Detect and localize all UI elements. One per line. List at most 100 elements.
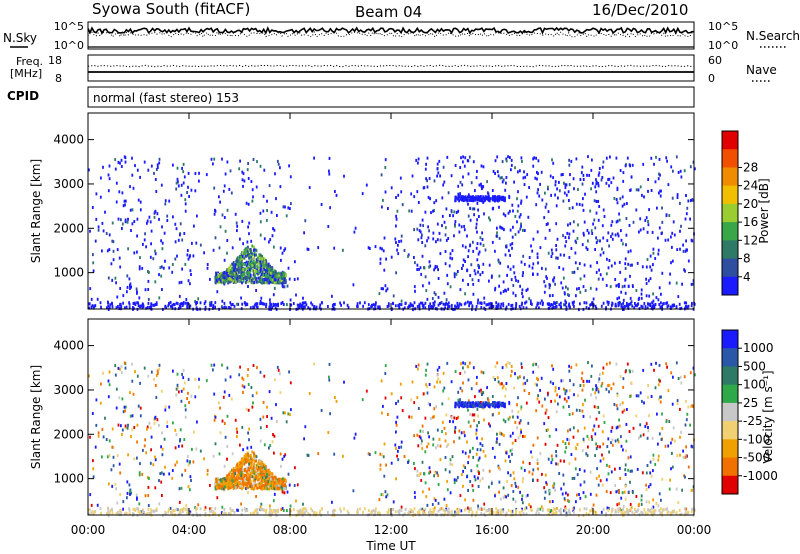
power-cell	[685, 301, 688, 305]
power-cell	[610, 303, 613, 307]
velocity-cell	[527, 421, 530, 425]
power-cell	[196, 214, 198, 218]
power-cell	[124, 220, 127, 224]
power-cell	[571, 206, 574, 210]
power-cell	[486, 180, 488, 184]
velocity-cell	[621, 410, 624, 414]
velocity-cell	[183, 381, 186, 385]
power-cell	[521, 274, 524, 278]
power-cell	[131, 208, 134, 212]
power-cell	[492, 196, 494, 200]
velocity-cell	[254, 470, 257, 474]
velocity-cell	[595, 406, 598, 409]
power-cell	[243, 249, 246, 252]
power-cell	[683, 301, 686, 305]
power-cell	[587, 155, 589, 159]
power-cell	[598, 268, 600, 272]
power-cell	[384, 190, 387, 194]
velocity-cell	[374, 451, 377, 455]
velocity-cell	[234, 418, 237, 422]
power-cell	[433, 201, 436, 205]
velocity-cell	[510, 484, 513, 488]
velocity-cell	[599, 459, 602, 463]
power-cell	[141, 306, 144, 310]
power-cell	[89, 229, 91, 233]
power-cell	[327, 305, 329, 308]
power-cell	[482, 196, 485, 200]
velocity-cell	[513, 477, 516, 481]
power-cell	[541, 198, 544, 202]
velocity-cell	[467, 461, 469, 465]
power-cell	[467, 255, 469, 259]
velocity-cell	[686, 412, 689, 416]
power-cell	[684, 306, 687, 310]
power-cell	[502, 290, 505, 294]
power-cell	[556, 301, 558, 304]
power-cell	[517, 230, 520, 234]
power-cell	[266, 281, 269, 285]
power-cell	[568, 163, 571, 167]
power-cell	[295, 293, 297, 297]
velocity-cell	[155, 396, 158, 399]
velocity-cell	[480, 508, 483, 511]
power-cell	[245, 254, 248, 258]
power-cell	[602, 251, 605, 255]
velocity-cell	[235, 427, 238, 431]
power-cell	[206, 266, 209, 270]
power-cell	[514, 294, 517, 298]
velocity-cell	[266, 474, 268, 478]
power-cell	[432, 301, 435, 305]
power-cell	[522, 271, 524, 275]
velocity-cell	[671, 402, 674, 406]
velocity-cell	[212, 368, 214, 372]
power-cell	[172, 215, 174, 219]
velocity-cell	[130, 435, 132, 438]
power-cell	[118, 256, 121, 260]
velocity-cell	[280, 508, 283, 511]
power-cell	[498, 236, 501, 240]
power-cell	[150, 164, 153, 168]
power-cell	[460, 156, 462, 160]
velocity-cell	[179, 428, 182, 432]
velocity-cell	[107, 395, 110, 399]
power-cell	[514, 275, 517, 279]
power-cell	[387, 302, 390, 306]
power-cell	[214, 281, 217, 285]
power-cell	[284, 281, 287, 285]
power-cell	[222, 189, 225, 193]
power-cell	[578, 287, 580, 290]
power-cell	[158, 296, 161, 300]
velocity-cell	[499, 467, 502, 471]
velocity-cell	[470, 387, 473, 391]
velocity-cell	[667, 389, 670, 393]
velocity-cell	[520, 405, 523, 409]
power-cell	[449, 285, 452, 289]
power-cell	[273, 274, 276, 278]
power-cell	[581, 165, 584, 169]
velocity-cell	[264, 476, 267, 480]
power-cell	[359, 301, 361, 305]
velocity-cell	[498, 442, 501, 446]
velocity-cell	[250, 445, 253, 449]
power-cell	[271, 275, 274, 279]
power-cell	[243, 301, 246, 305]
velocity-cell	[574, 457, 577, 461]
velocity-cell	[116, 501, 119, 505]
power-cell	[574, 251, 577, 255]
velocity-cell	[442, 371, 445, 375]
power-cell	[193, 224, 195, 228]
power-cell	[428, 304, 430, 308]
power-cell	[139, 256, 141, 260]
power-cell	[594, 185, 597, 189]
power-cell	[288, 277, 291, 281]
velocity-cell	[655, 502, 658, 506]
power-cell	[150, 302, 153, 306]
power-cell	[625, 217, 628, 220]
power-cell	[569, 222, 572, 226]
velocity-cell	[622, 377, 625, 381]
power-cell	[544, 191, 546, 195]
velocity-cell	[119, 367, 121, 371]
velocity-cell	[423, 472, 426, 476]
velocity-cell	[251, 450, 254, 454]
power-cell	[221, 299, 224, 303]
